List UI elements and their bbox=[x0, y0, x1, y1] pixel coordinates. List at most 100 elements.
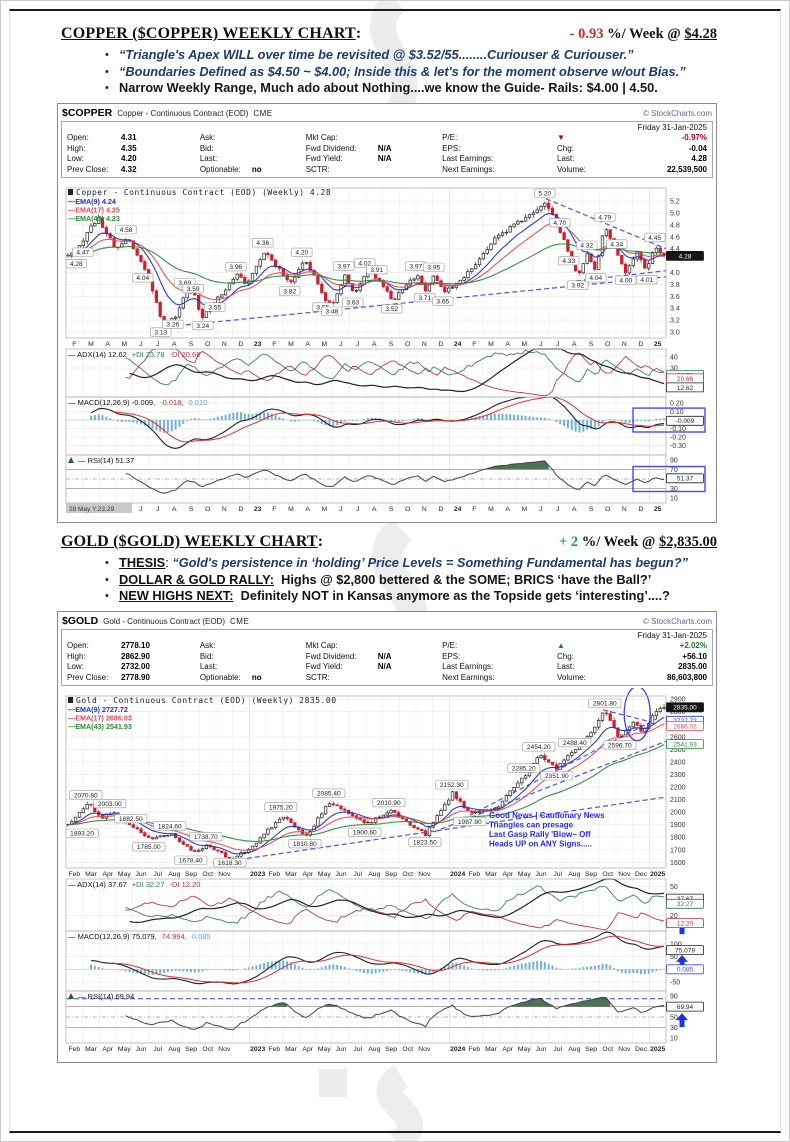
svg-text:23: 23 bbox=[254, 341, 262, 348]
svg-text:S: S bbox=[589, 341, 594, 348]
svg-text:D: D bbox=[239, 506, 244, 513]
svg-text:Oct: Oct bbox=[402, 1046, 413, 1053]
copper-week-price: $4.28 bbox=[684, 26, 717, 42]
svg-text:Jun: Jun bbox=[336, 871, 347, 878]
stats-row: Prev Close: 4.32 Optionable: no SCTR: Next Ea… bbox=[67, 164, 707, 174]
copper-bullet-1: “Triangle's Apex WILL over time be revis… bbox=[105, 47, 721, 64]
svg-text:4.04: 4.04 bbox=[589, 275, 602, 282]
svg-text:3.82: 3.82 bbox=[283, 288, 296, 295]
svg-text:4.4: 4.4 bbox=[670, 246, 680, 253]
svg-text:3.52: 3.52 bbox=[385, 306, 398, 313]
svg-text:1810.80: 1810.80 bbox=[293, 841, 317, 848]
svg-text:—EMA(17) 4.25: —EMA(17) 4.25 bbox=[68, 206, 120, 215]
svg-text:Nov: Nov bbox=[418, 1046, 431, 1053]
svg-text:J: J bbox=[156, 341, 159, 348]
svg-text:2285.20: 2285.20 bbox=[512, 765, 536, 772]
gold-bullet-3: NEW HIGHS NEXT: Definitely NOT in Kansas… bbox=[105, 588, 721, 605]
stockcharts-copyright: © StockCharts.com bbox=[642, 108, 712, 118]
svg-text:4.20: 4.20 bbox=[295, 250, 308, 257]
svg-text:4.6: 4.6 bbox=[670, 234, 680, 241]
svg-text:1600: 1600 bbox=[670, 860, 686, 867]
svg-text:J: J bbox=[539, 506, 542, 513]
svg-text:A: A bbox=[372, 506, 377, 513]
svg-text:Apr: Apr bbox=[502, 1046, 513, 1053]
svg-text:Dec: Dec bbox=[635, 871, 648, 878]
stats-row: Open: 2778.10 Ask: Mkt Cap: P/E: ▲ +2.02% bbox=[67, 641, 707, 650]
copper-week-change: - 0.93 %/ Week @ $4.28 bbox=[569, 26, 717, 42]
svg-text:-0.20: -0.20 bbox=[670, 435, 686, 442]
svg-text:2500: 2500 bbox=[670, 747, 686, 754]
svg-text:1824.60: 1824.60 bbox=[158, 823, 182, 830]
up-arrow-icon: ▲ bbox=[557, 641, 565, 650]
svg-text:1800: 1800 bbox=[670, 835, 686, 842]
svg-text:2541.93: 2541.93 bbox=[673, 742, 697, 749]
svg-text:2024: 2024 bbox=[450, 871, 465, 878]
svg-text:Nov: Nov bbox=[418, 871, 431, 878]
svg-text:2300: 2300 bbox=[670, 772, 686, 779]
svg-text:Triangles can presage: Triangles can presage bbox=[489, 821, 574, 830]
svg-text:Aug: Aug bbox=[568, 1046, 580, 1053]
svg-text:1987.90: 1987.90 bbox=[458, 819, 482, 826]
stats-row: High: 4.35 Bid: Fwd Dividend: N/A EPS: Chg: -0.… bbox=[67, 143, 707, 153]
svg-text:2152.30: 2152.30 bbox=[440, 782, 464, 789]
svg-text:1900.60: 1900.60 bbox=[353, 830, 377, 837]
svg-text:M: M bbox=[321, 506, 327, 513]
svg-text:10: 10 bbox=[670, 496, 678, 503]
svg-text:— MACD(12,26,9) -0.009,-0.018,: — MACD(12,26,9) -0.009, -0.018, 0.010 bbox=[68, 398, 207, 407]
svg-text:Jun: Jun bbox=[536, 1046, 547, 1053]
svg-text:J: J bbox=[156, 506, 159, 513]
svg-text:25: 25 bbox=[654, 506, 662, 513]
svg-text:S: S bbox=[589, 506, 594, 513]
svg-text:2003.00: 2003.00 bbox=[98, 801, 122, 808]
svg-text:Jul: Jul bbox=[153, 1046, 162, 1053]
svg-text:— RSI(14) 51.37: — RSI(14) 51.37 bbox=[78, 456, 134, 465]
svg-text:Copper - Continuous Contract (: Copper - Continuous Contract (EOD) (Week… bbox=[76, 188, 331, 197]
svg-text:—EMA(17) 2686.03: —EMA(17) 2686.03 bbox=[68, 714, 132, 723]
svg-text:Feb: Feb bbox=[468, 871, 480, 878]
gold-chart-svg: 1600 1700 1800 1900 2000 2100 2200 2300 2400 2500… bbox=[65, 685, 704, 1053]
stats-row: Low: 4.20 Last: Fwd Yield: N/A Last Earnings:… bbox=[67, 154, 707, 163]
svg-text:24: 24 bbox=[454, 341, 462, 348]
svg-text:Mar: Mar bbox=[485, 871, 497, 878]
svg-text:N: N bbox=[422, 341, 427, 348]
svg-text:30: 30 bbox=[670, 1025, 678, 1032]
svg-text:— RSI(14) 69.94: — RSI(14) 69.94 bbox=[78, 992, 134, 1001]
svg-text:A: A bbox=[305, 506, 310, 513]
svg-text:4.0: 4.0 bbox=[670, 270, 680, 277]
svg-text:Mar: Mar bbox=[285, 871, 297, 878]
svg-text:12.20: 12.20 bbox=[677, 921, 694, 928]
svg-text:0.10: 0.10 bbox=[670, 409, 684, 416]
svg-text:12.62: 12.62 bbox=[677, 385, 694, 392]
svg-text:J: J bbox=[356, 341, 359, 348]
svg-text:2801.80: 2801.80 bbox=[593, 701, 617, 708]
svg-text:4.33: 4.33 bbox=[562, 258, 575, 265]
copper-chart-svg: 3.0 3.2 3.4 3.6 3.8 4.0 4.4 4.6 4.8 5.0 5.2 40 30 0.2… bbox=[65, 187, 706, 513]
svg-text:A: A bbox=[172, 506, 177, 513]
svg-text:3.0: 3.0 bbox=[670, 330, 680, 337]
svg-text:3.4: 3.4 bbox=[670, 306, 680, 313]
svg-text:Feb: Feb bbox=[268, 1046, 280, 1053]
svg-text:Nov: Nov bbox=[218, 871, 231, 878]
svg-text:2000: 2000 bbox=[670, 810, 686, 817]
svg-text:1678.40: 1678.40 bbox=[179, 858, 203, 865]
svg-text:Feb: Feb bbox=[468, 1046, 480, 1053]
copper-section-heading: COPPER ($COPPER) WEEKLY CHART: - 0.93 %/… bbox=[61, 25, 717, 42]
gold-chart-canvas: 1600 1700 1800 1900 2000 2100 2200 2300 2400 2500… bbox=[59, 685, 715, 1061]
svg-text:O: O bbox=[205, 341, 210, 348]
svg-text:4.28: 4.28 bbox=[70, 261, 83, 268]
stats-row: Open: 4.31 Ask: Mkt Cap: P/E: ▼ -0.97% bbox=[67, 133, 707, 142]
chart-date: Friday 31-Jan-2025 bbox=[637, 630, 707, 640]
svg-text:1738.70: 1738.70 bbox=[194, 834, 218, 841]
svg-text:2686.03: 2686.03 bbox=[673, 723, 697, 730]
svg-text:May: May bbox=[318, 871, 331, 878]
copper-bullet-2: “Boundaries Defined as $4.50 ~ $4.00; In… bbox=[105, 64, 721, 81]
svg-text:50: 50 bbox=[670, 954, 678, 961]
svg-text:2085.40: 2085.40 bbox=[317, 791, 341, 798]
svg-text:1785.00: 1785.00 bbox=[137, 844, 161, 851]
gold-chart: $GOLD Gold - Continuous Contract (EOD) C… bbox=[57, 610, 717, 1063]
svg-text:Mar: Mar bbox=[485, 1046, 497, 1053]
svg-text:75.079: 75.079 bbox=[675, 948, 695, 955]
svg-text:3.59: 3.59 bbox=[187, 286, 200, 293]
svg-text:Sep: Sep bbox=[585, 871, 597, 878]
gold-bullet-1: THESIS: “Gold's persistence in ‘holding’… bbox=[105, 555, 721, 572]
